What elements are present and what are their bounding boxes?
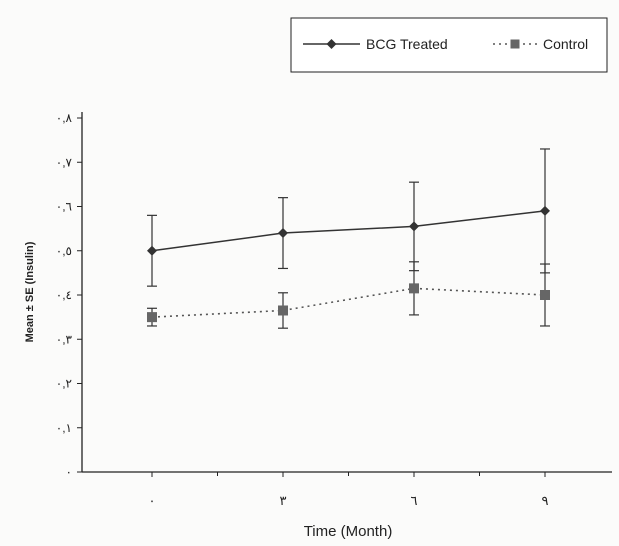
y-tick-label: ٠,٦ [56, 200, 72, 214]
y-tick-label: ٠,٢ [56, 377, 72, 391]
legend: BCG Treated Control [290, 17, 608, 73]
legend-box [290, 17, 608, 73]
y-tick-label: ٠,٥ [56, 244, 72, 258]
data-point [147, 312, 157, 323]
series-bcg-treated [147, 148, 550, 287]
legend-marker-control [510, 39, 520, 49]
y-axis-title: Mean ± SE (Insulin) [24, 241, 36, 342]
data-point [540, 290, 550, 300]
series-layer [147, 148, 550, 329]
x-ticks: ٠ ٣ ٦ ٩ [149, 472, 549, 508]
axes [81, 112, 612, 473]
y-tick-label: ٠ [66, 465, 72, 479]
y-tick-label: ٠,٣ [56, 332, 73, 346]
y-tick-label: ٠,٤ [56, 288, 72, 302]
series-line [151, 210, 546, 252]
data-point [540, 205, 550, 216]
x-axis-title: Time (Month) [304, 523, 393, 540]
legend-label-bcg: BCG Treated [366, 36, 448, 52]
y-tick-label: ٠,٨ [56, 111, 73, 125]
series-line [151, 287, 546, 318]
x-tick-label: ٠ [149, 493, 156, 508]
x-tick-label: ٩ [542, 493, 549, 508]
x-tick-label: ٦ [411, 493, 418, 508]
x-tick-label: ٣ [280, 493, 287, 508]
series-control [147, 261, 550, 329]
y-tick-label: ٠,١ [56, 421, 72, 435]
data-point [147, 245, 157, 256]
y-tick-label: ٠,٧ [56, 155, 73, 169]
y-ticks: ٠ ٠,١ ٠,٢ ٠,٣ ٠,٤ ٠,٥ ٠,٦ ٠,٧ ٠,٨ [56, 111, 82, 479]
data-point [278, 305, 288, 316]
data-point [409, 221, 419, 232]
data-point [278, 228, 288, 239]
legend-label-control: Control [543, 36, 588, 52]
data-point [409, 283, 419, 294]
legend-marker-bcg [326, 39, 337, 49]
